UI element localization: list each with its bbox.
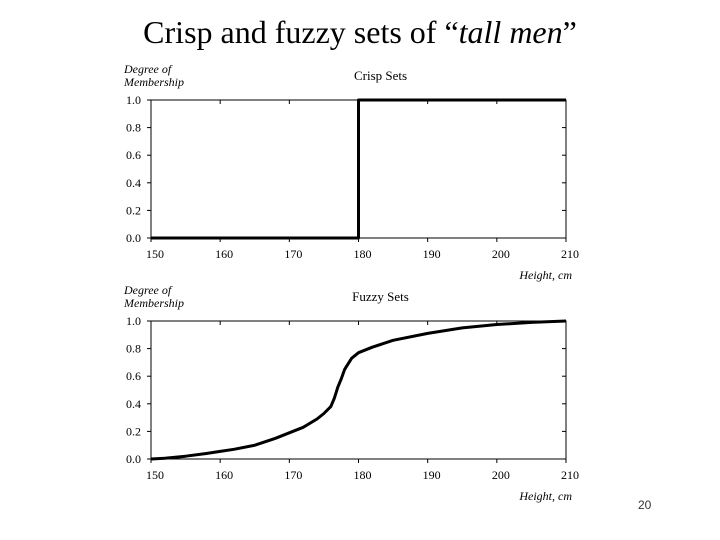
x-tick-label: 190 — [423, 247, 441, 261]
x-tick-label: 150 — [146, 468, 164, 482]
page-number: 20 — [638, 498, 652, 512]
y-tick-label: 0.0 — [126, 231, 141, 245]
y-axis-label: Degree of — [123, 62, 173, 76]
x-tick-label: 160 — [215, 247, 233, 261]
chart-title: Crisp Sets — [354, 68, 407, 83]
series-line — [150, 319, 567, 461]
y-tick-label: 0.4 — [126, 176, 141, 190]
x-tick-label: 180 — [354, 247, 372, 261]
x-axis-label: Height, cm — [518, 268, 572, 282]
y-axis-label: Degree of — [123, 283, 173, 297]
chart-title: Fuzzy Sets — [352, 289, 409, 304]
title-suffix: ” — [562, 14, 577, 50]
y-tick-label: 1.0 — [126, 93, 141, 107]
y-tick-label: 0.8 — [126, 121, 141, 135]
title-italic: tall men — [458, 14, 563, 50]
y-tick-label: 0.2 — [126, 203, 141, 217]
y-tick-label: 0.8 — [126, 342, 141, 356]
x-tick-label: 200 — [492, 468, 510, 482]
y-tick-label: 0.0 — [126, 452, 141, 466]
x-tick-label: 210 — [561, 247, 579, 261]
title-prefix: Crisp and fuzzy sets of “ — [143, 14, 459, 50]
y-tick-label: 0.2 — [126, 424, 141, 438]
y-tick-label: 1.0 — [126, 314, 141, 328]
y-tick-label: 0.6 — [126, 148, 141, 162]
y-axis-label: Membership — [123, 75, 184, 89]
plot-frame — [150, 320, 567, 460]
y-tick-label: 0.6 — [126, 369, 141, 383]
x-tick-label: 200 — [492, 247, 510, 261]
x-tick-label: 190 — [423, 468, 441, 482]
x-tick-label: 150 — [146, 247, 164, 261]
series-line — [151, 98, 566, 240]
x-axis-label: Height, cm — [518, 489, 572, 503]
slide-title: Crisp and fuzzy sets of “tall men” — [0, 14, 720, 51]
x-tick-label: 210 — [561, 468, 579, 482]
x-tick-label: 170 — [284, 247, 302, 261]
y-axis-label: Membership — [123, 296, 184, 310]
x-tick-label: 170 — [284, 468, 302, 482]
x-tick-label: 180 — [354, 468, 372, 482]
x-tick-label: 160 — [215, 468, 233, 482]
y-tick-label: 0.4 — [126, 397, 141, 411]
